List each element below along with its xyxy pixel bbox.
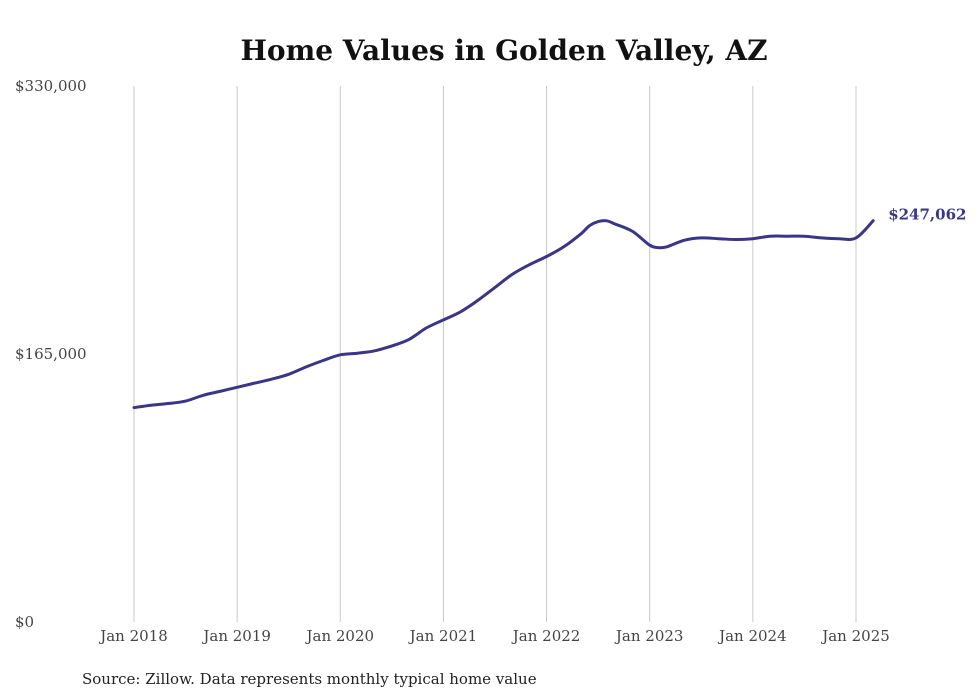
source-note: Source: Zillow. Data represents monthly … [82, 670, 537, 688]
y-tick-label: $165,000 [15, 345, 87, 363]
chart-title: Home Values in Golden Valley, AZ [240, 34, 767, 67]
x-tick-label: Jan 2024 [717, 627, 787, 645]
gridlines [133, 86, 857, 622]
x-tick-label: Jan 2022 [511, 627, 581, 645]
x-tick-label: Jan 2019 [201, 627, 271, 645]
end-value-label: $247,062 [888, 206, 966, 224]
y-tick-label: $0 [15, 613, 34, 631]
x-axis-ticks: Jan 2018 Jan 2019 Jan 2020 Jan 2021 Jan 2022… [98, 627, 890, 645]
x-tick-label: Jan 2025 [820, 627, 890, 645]
x-tick-label: Jan 2020 [305, 627, 375, 645]
x-tick-label: Jan 2021 [408, 627, 478, 645]
x-tick-label: Jan 2018 [98, 627, 168, 645]
y-tick-label: $330,000 [15, 77, 87, 95]
series-line-home-value [132, 219, 875, 410]
y-axis-ticks: $0 $165,000 $330,000 [15, 77, 87, 631]
x-tick-label: Jan 2023 [614, 627, 684, 645]
